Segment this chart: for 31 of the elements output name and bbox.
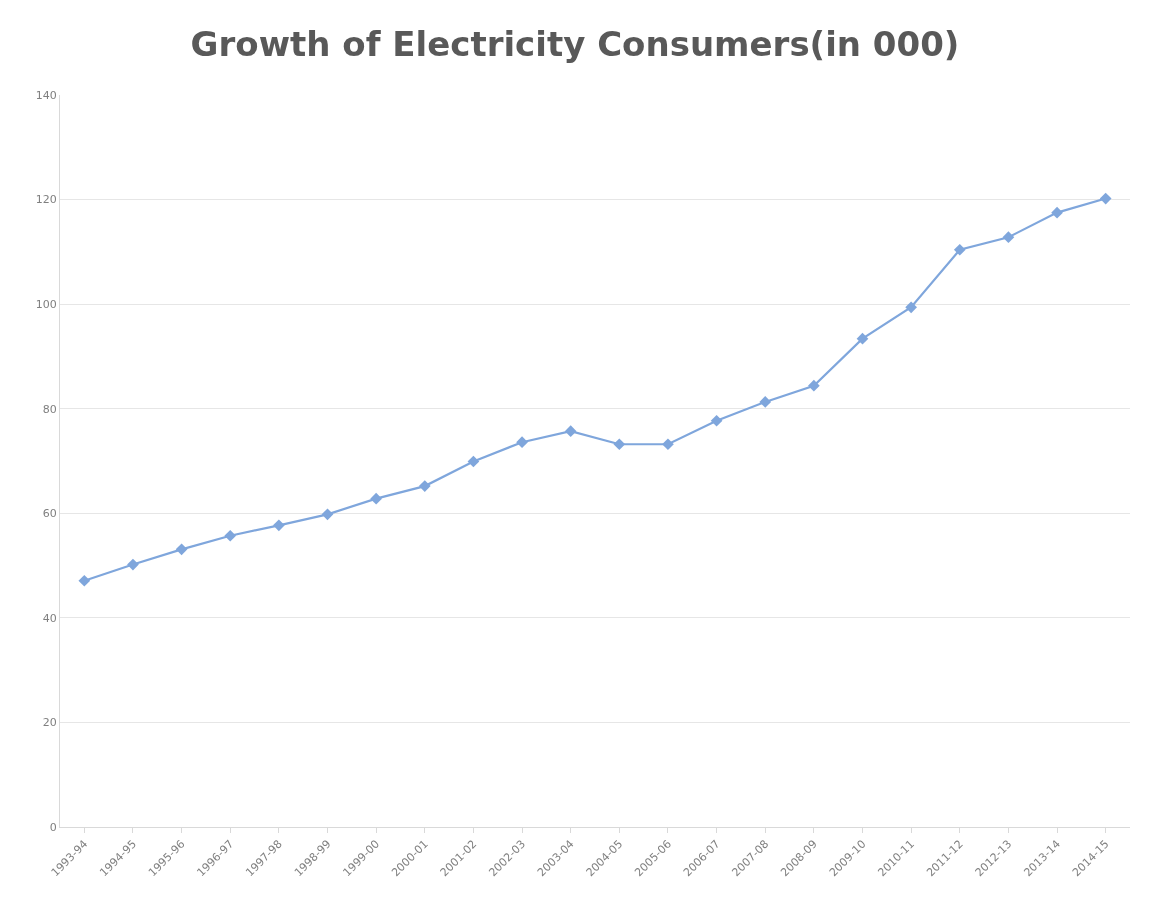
point — [905, 301, 917, 314]
point — [953, 243, 966, 256]
y-tick-label: 120 — [35, 193, 57, 207]
point — [808, 379, 820, 392]
point — [1099, 192, 1112, 205]
chart-title: Growth of Electricity Consumers(in 000) — [190, 23, 960, 64]
y-tick-label: 40 — [42, 611, 57, 625]
point — [418, 480, 431, 492]
point — [710, 414, 723, 427]
point — [759, 396, 772, 408]
y-tick-label: 0 — [49, 820, 57, 834]
point — [856, 332, 869, 345]
point — [613, 438, 626, 451]
y-tick-label: 20 — [42, 716, 57, 730]
point — [321, 508, 334, 521]
point — [175, 543, 188, 556]
point — [1051, 206, 1063, 219]
point — [273, 519, 285, 532]
point — [1002, 231, 1015, 244]
y-tick-label: 60 — [42, 507, 57, 521]
y-tick-label: 100 — [35, 297, 57, 311]
point — [662, 438, 674, 451]
y-tick-label: 140 — [35, 88, 57, 102]
y-tick-label: 80 — [42, 402, 57, 416]
point — [564, 425, 577, 438]
point — [467, 455, 480, 468]
point — [127, 558, 139, 571]
point — [224, 529, 237, 542]
point — [516, 436, 528, 449]
point — [370, 492, 382, 505]
point — [78, 574, 91, 587]
